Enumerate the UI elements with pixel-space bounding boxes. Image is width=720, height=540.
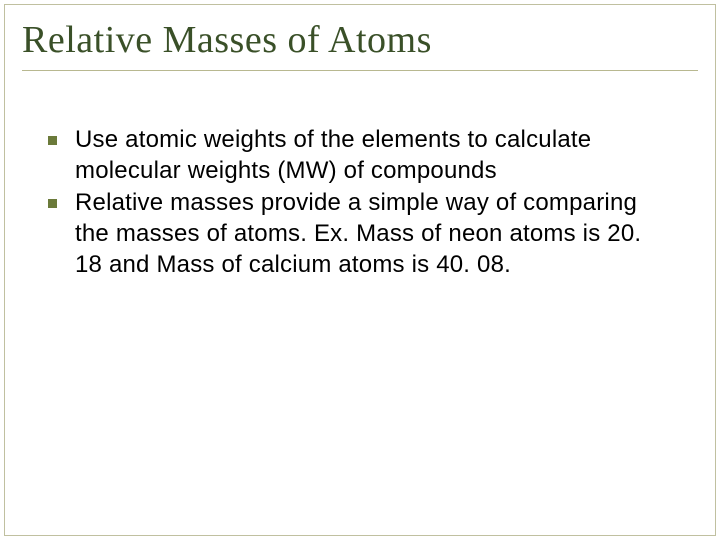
bullet-item: Use atomic weights of the elements to ca… <box>48 125 672 186</box>
bullet-item: Relative masses provide a simple way of … <box>48 188 672 280</box>
title-container: Relative Masses of Atoms <box>22 18 698 71</box>
square-bullet-icon <box>48 136 57 145</box>
square-bullet-icon <box>48 199 57 208</box>
slide-title: Relative Masses of Atoms <box>22 18 698 62</box>
content-area: Use atomic weights of the elements to ca… <box>48 125 672 283</box>
bullet-text: Relative masses provide a simple way of … <box>75 188 672 280</box>
bullet-text: Use atomic weights of the elements to ca… <box>75 125 672 186</box>
title-underline <box>22 70 698 71</box>
